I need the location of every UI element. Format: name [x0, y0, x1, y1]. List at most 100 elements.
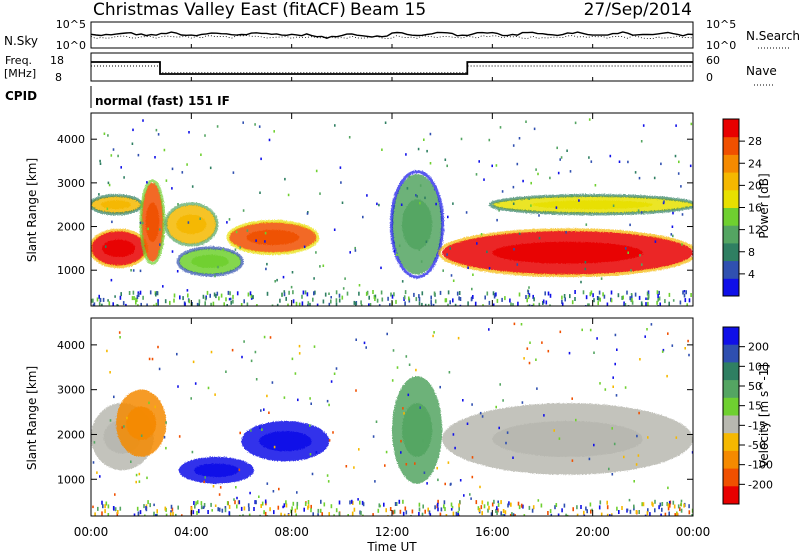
heatmap-speckle — [298, 344, 301, 348]
colorbar-swatch — [723, 260, 739, 279]
heatmap-speckle — [335, 508, 338, 513]
heatmap-speckle — [589, 328, 592, 332]
heatmap-speckle — [437, 478, 439, 482]
heatmap-speckle — [330, 299, 332, 304]
colorbar-swatch — [723, 327, 739, 346]
heatmap-speckle — [355, 389, 357, 392]
heatmap-speckle — [611, 473, 614, 476]
heatmap-speckle — [284, 177, 286, 181]
heatmap-speckle — [415, 194, 417, 197]
heatmap-speckle — [254, 500, 256, 505]
heatmap-speckle — [377, 508, 380, 513]
heatmap-speckle — [186, 163, 188, 166]
heatmap-speckle — [97, 506, 99, 511]
heatmap-speckle — [628, 498, 631, 502]
heatmap-speckle — [235, 230, 238, 234]
heatmap-speckle — [206, 290, 209, 295]
heatmap-speckle — [123, 176, 125, 179]
heatmap-speckle — [531, 304, 533, 306]
heatmap-speckle — [296, 505, 298, 510]
heatmap-speckle — [444, 158, 447, 161]
heatmap-speckle — [530, 181, 532, 185]
colorbar-swatch — [723, 278, 739, 297]
heatmap-speckle — [146, 181, 148, 184]
heatmap-speckle — [209, 166, 212, 170]
heatmap-speckle — [590, 509, 592, 514]
heatmap-speckle — [376, 298, 379, 303]
heatmap-speckle — [92, 298, 94, 303]
heatmap-speckle — [179, 295, 181, 300]
heatmap-speckle — [285, 503, 288, 508]
heatmap-speckle — [210, 350, 213, 354]
heatmap-speckle — [444, 482, 446, 486]
heatmap-speckle — [470, 297, 473, 302]
heatmap-speckle — [274, 280, 276, 283]
heatmap-speckle — [434, 505, 436, 510]
heatmap-speckle — [549, 176, 551, 180]
heatmap-speckle — [252, 295, 254, 300]
heatmap-speckle — [561, 299, 563, 304]
heatmap-speckle — [565, 513, 567, 516]
heatmap-feature — [178, 456, 255, 484]
heatmap-speckle — [368, 295, 370, 300]
heatmap-speckle — [667, 506, 670, 511]
heatmap-speckle — [590, 160, 593, 163]
heatmap-speckle — [176, 352, 178, 356]
heatmap-speckle — [301, 301, 304, 306]
heatmap-speckle — [155, 514, 157, 516]
heatmap-speckle — [558, 437, 561, 440]
heatmap-speckle — [400, 439, 402, 443]
heatmap-speckle — [306, 212, 309, 215]
heatmap-speckle — [688, 298, 691, 303]
heatmap-speckle — [437, 507, 439, 512]
heatmap-speckle — [685, 290, 687, 295]
heatmap-speckle — [328, 292, 330, 295]
heatmap-speckle — [149, 290, 152, 295]
heatmap-speckle — [403, 412, 405, 415]
heatmap-speckle — [458, 503, 460, 508]
heatmap-speckle — [509, 502, 512, 507]
heatmap-speckle — [330, 380, 333, 383]
heatmap-speckle — [240, 303, 243, 306]
heatmap-speckle — [170, 510, 172, 513]
heatmap-speckle — [604, 388, 607, 391]
heatmap-speckle — [255, 378, 258, 381]
heatmap-speckle — [136, 506, 139, 511]
heatmap-speckle — [688, 504, 690, 509]
heatmap-speckle — [424, 196, 426, 200]
heatmap-speckle — [263, 408, 265, 411]
heatmap-speckle — [260, 504, 262, 508]
heatmap-speckle — [672, 299, 675, 302]
heatmap-speckle — [309, 302, 311, 306]
heatmap-speckle — [638, 176, 641, 180]
heatmap-speckle — [631, 294, 633, 299]
heatmap-speckle — [666, 501, 668, 506]
heatmap-speckle — [218, 493, 221, 496]
heatmap-speckle — [561, 302, 564, 306]
heatmap-speckle — [354, 246, 356, 250]
heatmap-speckle — [518, 137, 521, 140]
heatmap-speckle — [373, 294, 376, 299]
heatmap-speckle — [616, 348, 618, 351]
heatmap-speckle — [187, 221, 190, 224]
heatmap-speckle — [503, 514, 506, 516]
heatmap-speckle — [386, 332, 388, 336]
heatmap-speckle — [542, 301, 544, 305]
heatmap-speckle — [506, 431, 509, 434]
heatmap-speckle — [204, 476, 206, 479]
heatmap-speckle — [335, 298, 338, 303]
heatmap-speckle — [389, 507, 392, 511]
heatmap-speckle — [661, 502, 664, 506]
heatmap-speckle — [139, 269, 142, 273]
heatmap-speckle — [260, 409, 262, 412]
heatmap-speckle — [374, 480, 376, 483]
heatmap-speckle — [452, 433, 455, 436]
heatmap-speckle — [287, 193, 290, 197]
heatmap-speckle — [104, 245, 107, 248]
heatmap-speckle — [596, 337, 598, 340]
heatmap-speckle — [203, 505, 205, 509]
heatmap-speckle — [360, 510, 362, 515]
heatmap-speckle — [268, 138, 271, 142]
heatmap-speckle — [204, 296, 207, 301]
heatmap-speckle — [450, 508, 453, 511]
